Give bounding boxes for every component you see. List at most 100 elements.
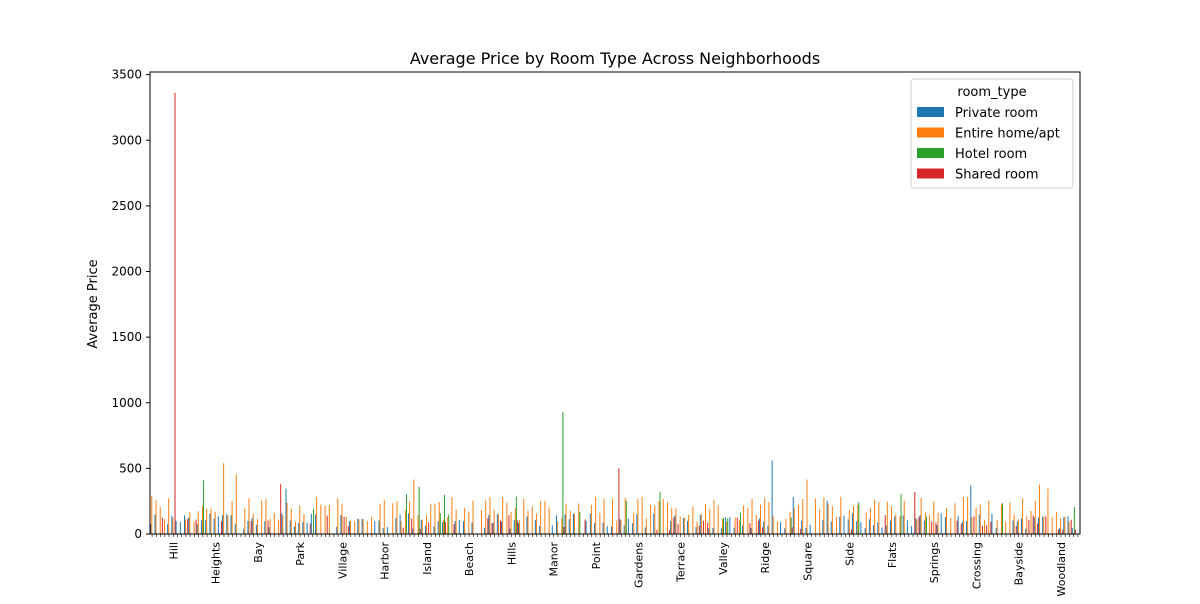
bar [750,528,752,534]
bar [544,500,546,534]
bar [420,519,422,534]
bar [1043,516,1045,534]
x-tick-label: Gardens [632,542,645,588]
bar [763,521,765,534]
bar [1017,519,1019,534]
bar [603,498,605,534]
bar [712,527,714,534]
bar [205,520,207,534]
legend-entry-label: Entire home/apt [955,127,1060,142]
bar [900,493,902,534]
bar [801,520,803,534]
bar [656,529,658,534]
bar [1025,528,1027,534]
bar [843,515,845,534]
bar [899,516,901,534]
bar [424,525,426,534]
bar [578,503,580,534]
bar [757,520,759,534]
bar [1067,516,1069,534]
bar [213,518,215,534]
bar [217,516,219,534]
bar [564,514,566,534]
bar [295,521,296,534]
bar [599,513,601,534]
bar [361,518,363,534]
bar [822,519,824,534]
bar [209,513,211,534]
bar [1060,518,1062,534]
bar [223,463,225,535]
bar [960,523,962,534]
x-tick-label: Park [294,541,307,565]
bar [906,520,908,534]
x-tick-label: Harbor [379,542,392,580]
bar [1021,518,1023,534]
bar [755,514,757,534]
y-tick-label: 2500 [111,199,142,213]
bar [826,500,828,534]
bar [175,520,177,534]
bar [800,528,802,534]
bar [551,525,553,534]
bar [155,500,157,534]
bar [203,480,205,534]
bar [251,518,253,534]
bar [445,521,447,534]
bar [623,525,625,534]
y-tick-label: 2000 [111,265,142,279]
bar [454,521,456,534]
bar [739,512,741,534]
bar [884,515,886,534]
bar [281,513,283,534]
bar [616,520,618,534]
bar [496,514,498,534]
bar [497,513,499,534]
bar [708,528,710,534]
bar [171,515,173,534]
bar [956,520,958,534]
bar [526,516,528,534]
y-axis: 0 500 1000 1500 2000 2500 3000 3500 [111,68,150,541]
bar [1016,521,1018,534]
bar [584,519,586,534]
bar [154,514,156,534]
x-tick-label: Ridge [759,542,772,574]
bar [915,518,917,534]
bar [404,510,406,534]
bar [438,501,440,534]
bar [991,513,993,534]
bar [572,514,574,534]
bar [857,504,859,534]
bar [509,528,511,534]
bar [762,527,764,534]
bar [1002,503,1004,534]
bar [720,528,722,534]
bar [723,517,725,534]
y-tick-label: 3500 [111,68,142,82]
bar [309,523,311,534]
bar [677,523,679,534]
bar [793,508,795,534]
bar [310,513,312,534]
bar [873,524,875,534]
bar [508,515,510,534]
x-tick-label: Manor [548,542,561,577]
bar [362,519,364,534]
bar [227,515,229,534]
y-tick-label: 1500 [111,330,142,344]
bar [458,519,460,534]
bar [612,498,614,534]
bar [267,520,269,534]
bar [341,503,343,534]
bar [202,506,203,534]
legend-entry-label: Shared room [955,168,1039,183]
bar [995,527,997,534]
bar [894,516,896,534]
bar [303,513,305,534]
bar [726,521,728,534]
bar [269,518,271,534]
bar [881,527,883,534]
bar [200,520,202,534]
bar [484,527,486,534]
